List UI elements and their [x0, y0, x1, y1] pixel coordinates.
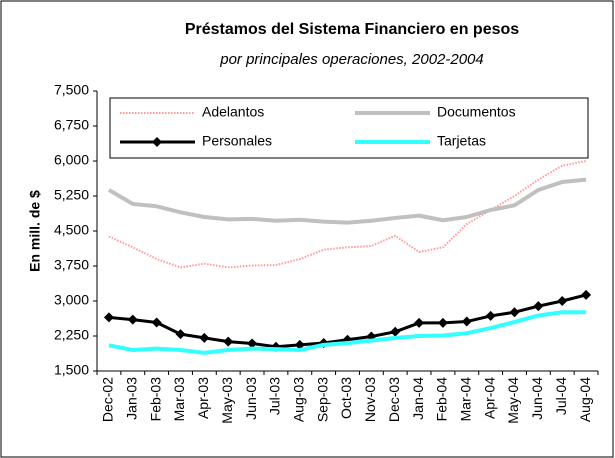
x-tick-label: Jul-04	[553, 377, 569, 415]
point-marker	[485, 310, 496, 321]
x-tick-label: Oct-03	[338, 377, 354, 419]
x-tick-label: Jul-03	[267, 377, 283, 415]
series-line	[108, 310, 587, 355]
legend-label: Tarjetas	[437, 133, 486, 149]
x-tick-label: May-04	[505, 377, 521, 424]
y-tick-label: 4,500	[54, 222, 89, 238]
x-tick-label: Dec-02	[100, 377, 116, 422]
y-tick-label: 3,000	[54, 292, 89, 308]
y-tick-label: 3,750	[54, 257, 89, 273]
x-tick-label: Mar-04	[457, 377, 473, 422]
x-tick-label: Jan-03	[123, 377, 139, 420]
x-tick-label: Sep-03	[314, 377, 330, 422]
legend-box	[109, 97, 589, 159]
x-tick-label: Aug-03	[290, 377, 306, 422]
point-marker	[414, 317, 425, 328]
point-marker	[199, 332, 210, 343]
point-marker	[557, 296, 568, 306]
x-tick-label: Apr-04	[481, 377, 497, 419]
x-tick-label: Aug-04	[577, 377, 593, 422]
point-marker	[461, 316, 472, 327]
legend-label: Documentos	[437, 104, 516, 120]
chart-subtitle: por principales operaciones, 2002-2004	[219, 51, 484, 68]
series-line	[107, 177, 587, 225]
y-tick-label: 6,750	[54, 117, 89, 133]
legend-label: Adelantos	[202, 104, 264, 120]
x-tick-label: Feb-04	[434, 377, 450, 422]
y-axis-label: En mill. de $	[27, 190, 43, 272]
x-tick-label: Apr-03	[195, 377, 211, 419]
x-tick-label: Nov-03	[362, 377, 378, 422]
x-tick-label: Jun-04	[529, 377, 545, 420]
legend-marker	[152, 137, 162, 147]
point-marker	[223, 336, 234, 347]
point-marker	[103, 312, 114, 323]
chart-title: Préstamos del Sistema Financiero en peso…	[185, 21, 519, 38]
point-marker	[390, 326, 401, 337]
x-tick-label: Dec-03	[386, 377, 402, 422]
point-marker	[247, 338, 258, 349]
legend-label: Personales	[202, 133, 272, 149]
point-marker	[151, 317, 162, 328]
y-tick-label: 5,250	[54, 187, 89, 203]
point-marker	[294, 339, 305, 350]
point-marker	[127, 314, 138, 325]
x-tick-label: Jan-04	[410, 377, 426, 420]
x-tick-label: Feb-03	[147, 377, 163, 422]
point-marker	[437, 317, 448, 328]
x-tick-label: May-03	[219, 377, 235, 424]
point-marker	[533, 301, 544, 312]
y-tick-label: 6,000	[54, 152, 89, 168]
y-tick-label: 7,500	[54, 82, 89, 98]
y-tick-label: 1,500	[54, 362, 89, 378]
point-marker	[581, 289, 592, 300]
x-tick-label: Mar-03	[171, 377, 187, 422]
y-tick-label: 2,250	[54, 327, 89, 343]
point-marker	[175, 329, 186, 340]
x-tick-label: Jun-03	[243, 377, 259, 420]
point-marker	[509, 307, 520, 318]
